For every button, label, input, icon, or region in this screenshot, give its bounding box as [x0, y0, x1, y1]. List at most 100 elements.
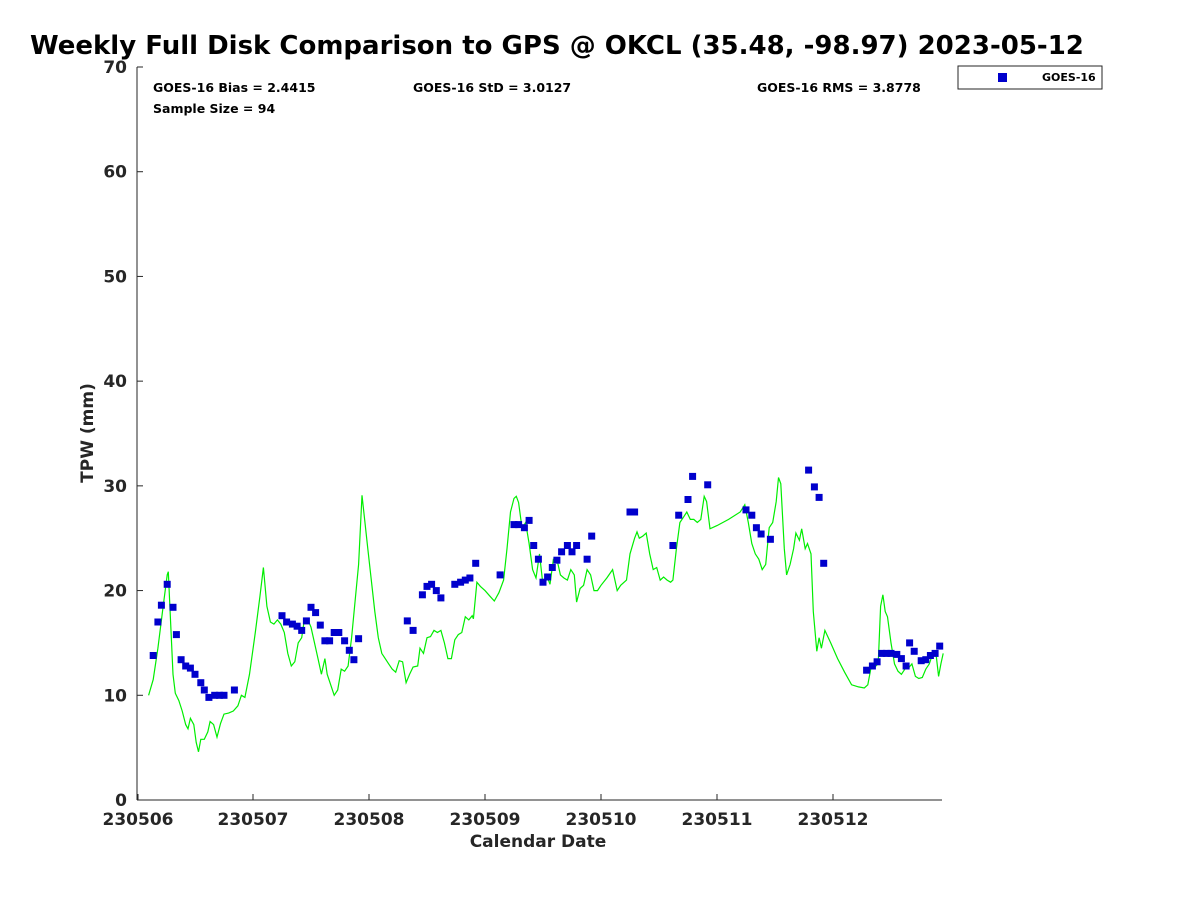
goes16-point	[403, 617, 411, 625]
goes16-point	[510, 521, 518, 529]
x-tick-label: 230511	[682, 810, 753, 830]
goes16-point	[321, 637, 329, 645]
goes16-point	[350, 656, 358, 664]
legend-box	[957, 65, 1103, 90]
goes16-point	[568, 548, 576, 556]
goes16-point	[200, 686, 208, 694]
goes16-point	[922, 656, 930, 664]
y-tick-label: 30	[103, 477, 127, 497]
x-tick-label: 230507	[218, 810, 289, 830]
goes16-point	[815, 493, 823, 501]
goes16-point	[283, 618, 291, 626]
y-axis-label: TPW (mm)	[78, 383, 98, 483]
goes16-point	[539, 578, 547, 586]
goes16-point	[302, 617, 310, 625]
goes16-point	[461, 576, 469, 584]
goes16-point	[298, 626, 306, 634]
goes16-point	[583, 555, 591, 563]
x-axis-ticks: 230506 230507 230508 230509 230510 230511 2305…	[103, 794, 869, 830]
x-tick-label: 230508	[334, 810, 405, 830]
goes16-point	[684, 496, 692, 503]
goes16-point	[810, 483, 818, 491]
goes16-point	[868, 662, 876, 670]
x-tick-label: 230509	[450, 810, 521, 830]
goes16-point	[172, 631, 180, 639]
goes16-point	[423, 582, 431, 590]
std-stat: GOES-16 StD = 3.0127	[413, 80, 571, 95]
goes16-point	[766, 535, 774, 543]
goes16-point	[457, 578, 465, 586]
goes16-point	[917, 657, 925, 665]
y-tick-label: 60	[103, 163, 127, 183]
goes16-scatter-series	[149, 466, 944, 701]
rms-stat: GOES-16 RMS = 3.8778	[757, 80, 921, 95]
y-tick-label: 0	[115, 791, 127, 811]
goes16-point	[689, 472, 697, 480]
x-tick-label: 230512	[798, 810, 869, 830]
goes16-point	[169, 603, 177, 611]
goes16-point	[307, 603, 315, 611]
goes16-point	[191, 670, 199, 678]
goes16-point	[451, 580, 459, 588]
goes16-point	[355, 635, 363, 643]
goes16-point	[520, 524, 528, 532]
y-tick-label: 70	[103, 58, 127, 78]
goes16-point	[936, 642, 944, 650]
goes16-point	[293, 622, 301, 630]
goes16-point	[563, 542, 571, 549]
goes16-point	[177, 656, 185, 664]
goes16-point	[316, 621, 324, 629]
goes16-point	[873, 658, 881, 666]
goes16-point	[553, 556, 561, 564]
goes16-point	[278, 612, 286, 620]
goes16-point	[863, 666, 871, 674]
goes16-point	[230, 686, 238, 694]
goes16-point	[548, 564, 556, 571]
x-axis-label: Calendar Date	[470, 832, 607, 852]
sample-size-stat: Sample Size = 94	[153, 101, 275, 116]
goes16-point	[631, 508, 639, 516]
goes16-point	[820, 559, 828, 567]
y-axis-ticks: 0 10 20 30 40 50 60 70	[103, 58, 143, 811]
goes16-point	[931, 649, 939, 657]
goes16-point	[335, 629, 343, 636]
goes16-point	[573, 542, 581, 549]
gps-line-series	[148, 477, 944, 752]
goes16-point	[887, 649, 895, 657]
goes16-point	[211, 691, 219, 699]
x-tick-label: 230510	[566, 810, 637, 830]
goes16-point	[418, 591, 426, 599]
goes16-point	[215, 691, 223, 699]
goes16-point	[626, 508, 634, 516]
goes16-point	[893, 650, 901, 658]
goes16-point	[326, 637, 334, 645]
goes16-point	[906, 639, 914, 647]
goes16-point	[882, 649, 890, 657]
goes16-point	[186, 664, 194, 672]
goes16-point	[341, 637, 349, 645]
goes16-point	[205, 693, 213, 701]
goes16-point	[544, 573, 552, 581]
goes16-point	[742, 506, 750, 514]
goes16-point	[182, 662, 190, 670]
goes16-point	[910, 647, 918, 655]
y-tick-label: 40	[103, 372, 127, 392]
legend: GOES-16	[957, 65, 1103, 90]
legend-marker	[998, 73, 1007, 82]
goes16-point	[163, 580, 171, 588]
goes16-point	[330, 629, 338, 636]
goes16-point	[220, 691, 228, 699]
goes16-point	[534, 555, 542, 563]
gps-line-path	[148, 477, 944, 752]
goes16-point	[704, 481, 712, 489]
goes16-point	[588, 532, 596, 540]
plot-area	[137, 67, 942, 800]
goes16-point	[197, 679, 205, 687]
goes16-point	[902, 662, 910, 670]
y-tick-label: 10	[103, 686, 127, 706]
legend-label: GOES-16	[1042, 71, 1096, 84]
goes16-point	[748, 511, 756, 519]
x-tick-label: 230506	[103, 810, 174, 830]
goes16-point	[530, 542, 538, 549]
